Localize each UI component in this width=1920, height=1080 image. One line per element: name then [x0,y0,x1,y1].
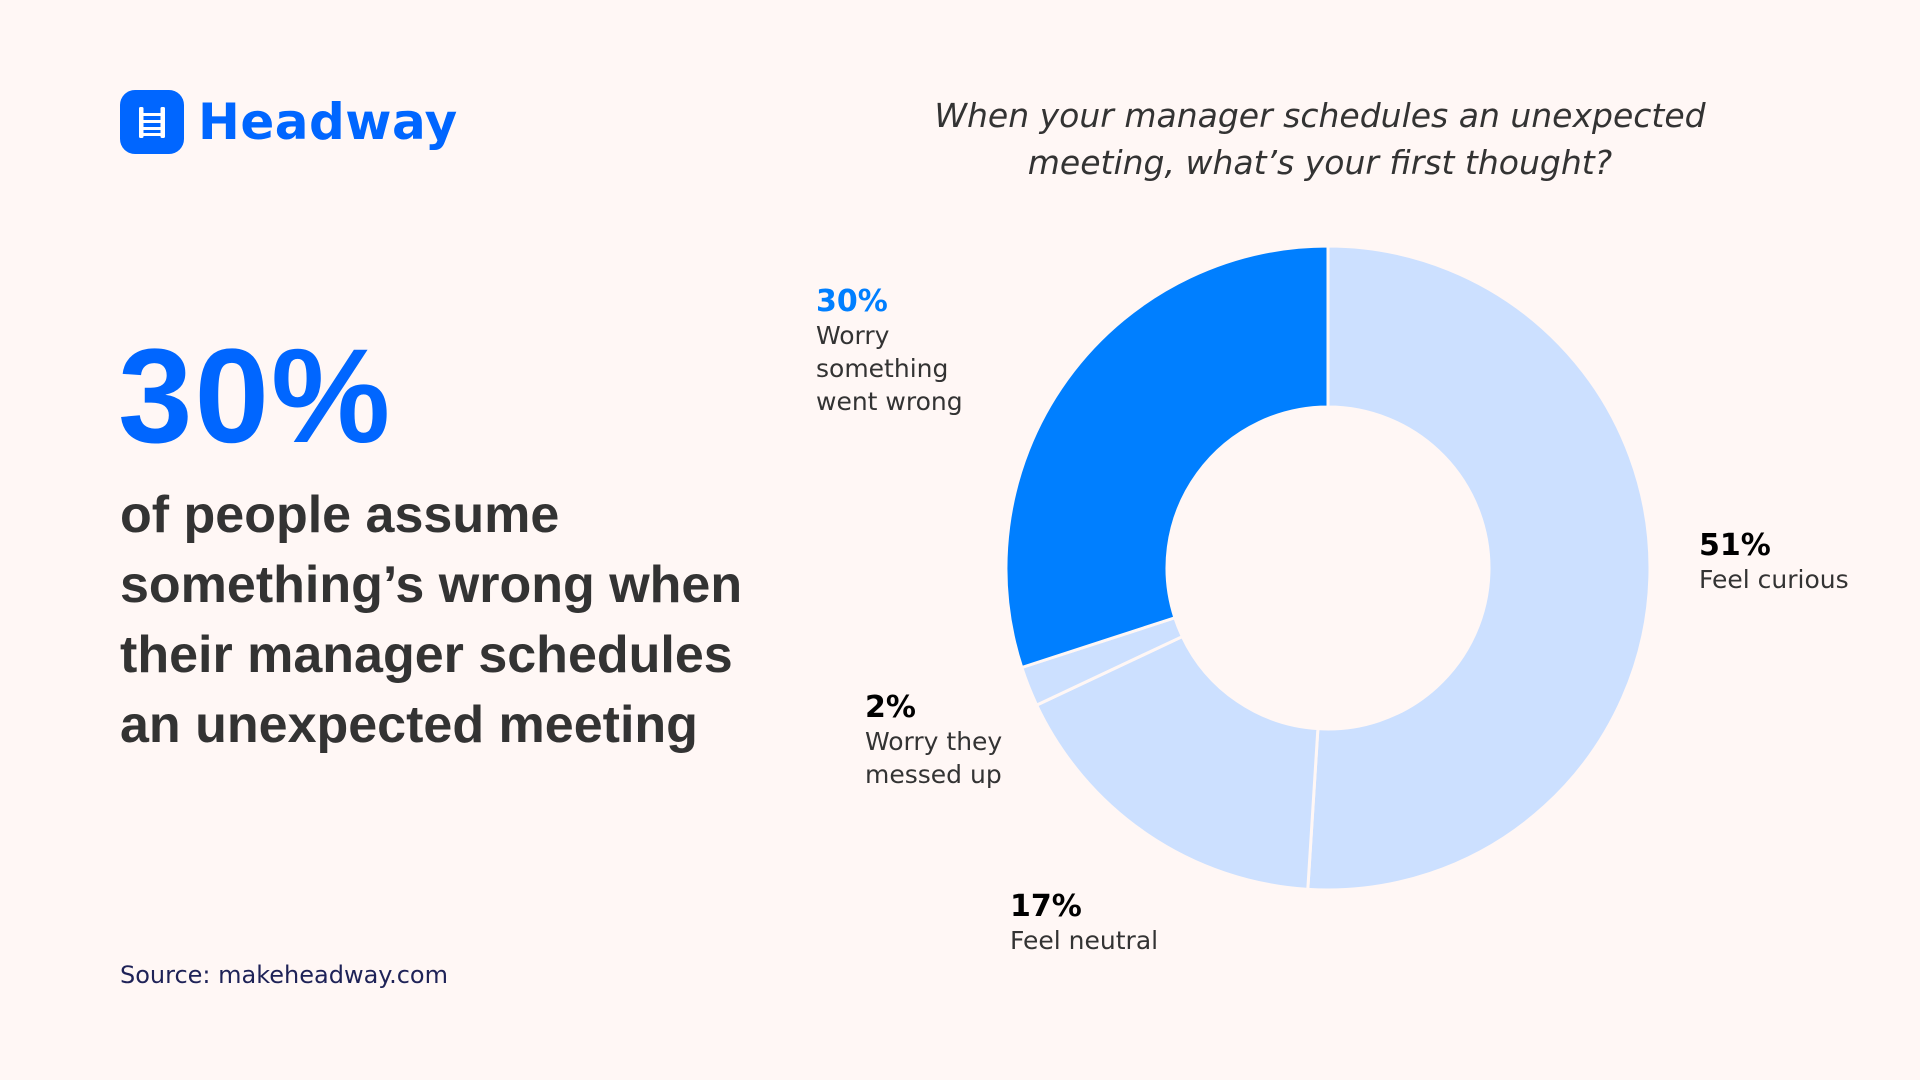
slice-label-feel-curious: 51% Feel curious [1699,529,1849,596]
headline-line: their manager schedules [120,626,733,684]
headline-line: an unexpected meeting [120,696,698,754]
slice-text: something [816,354,949,383]
chart-title-line: When your manager schedules an unexpecte… [934,96,1706,135]
source-note: Source: makeheadway.com [120,961,448,989]
donut-slice-feel-neutral [1035,635,1320,891]
ladder-icon [120,90,184,154]
chart-title: When your manager schedules an unexpecte… [880,92,1760,186]
headline-line: something’s wrong when [120,556,743,614]
donut-slice-feel-curious [1306,244,1652,892]
slice-percent: 17% [1010,889,1082,924]
hero-stat: 30% [118,322,393,471]
slice-label-worry-went-wrong: 30% Worry something went wrong [816,285,963,418]
slice-text: messed up [865,760,1002,789]
slice-label-worry-messed-up: 2% Worry they messed up [865,691,1002,791]
slice-text: Feel neutral [1010,926,1159,955]
chart-title-line: meeting, what’s your first thought? [1027,143,1613,182]
brand-logo: Headway [120,90,458,154]
slice-text: Feel curious [1699,565,1849,594]
slice-text: Worry [816,321,890,350]
donut-slice-worry-something-went-wrong [1004,244,1330,670]
brand-name: Headway [198,93,458,151]
slice-percent: 30% [816,284,888,319]
headline-line: of people assume [120,486,560,544]
slice-text: went wrong [816,387,963,416]
hero-headline: of people assume something’s wrong when … [120,480,820,760]
slice-percent: 51% [1699,528,1771,563]
slice-label-feel-neutral: 17% Feel neutral [1010,890,1158,957]
slice-percent: 2% [865,690,916,725]
slice-text: Worry they [865,727,1003,756]
